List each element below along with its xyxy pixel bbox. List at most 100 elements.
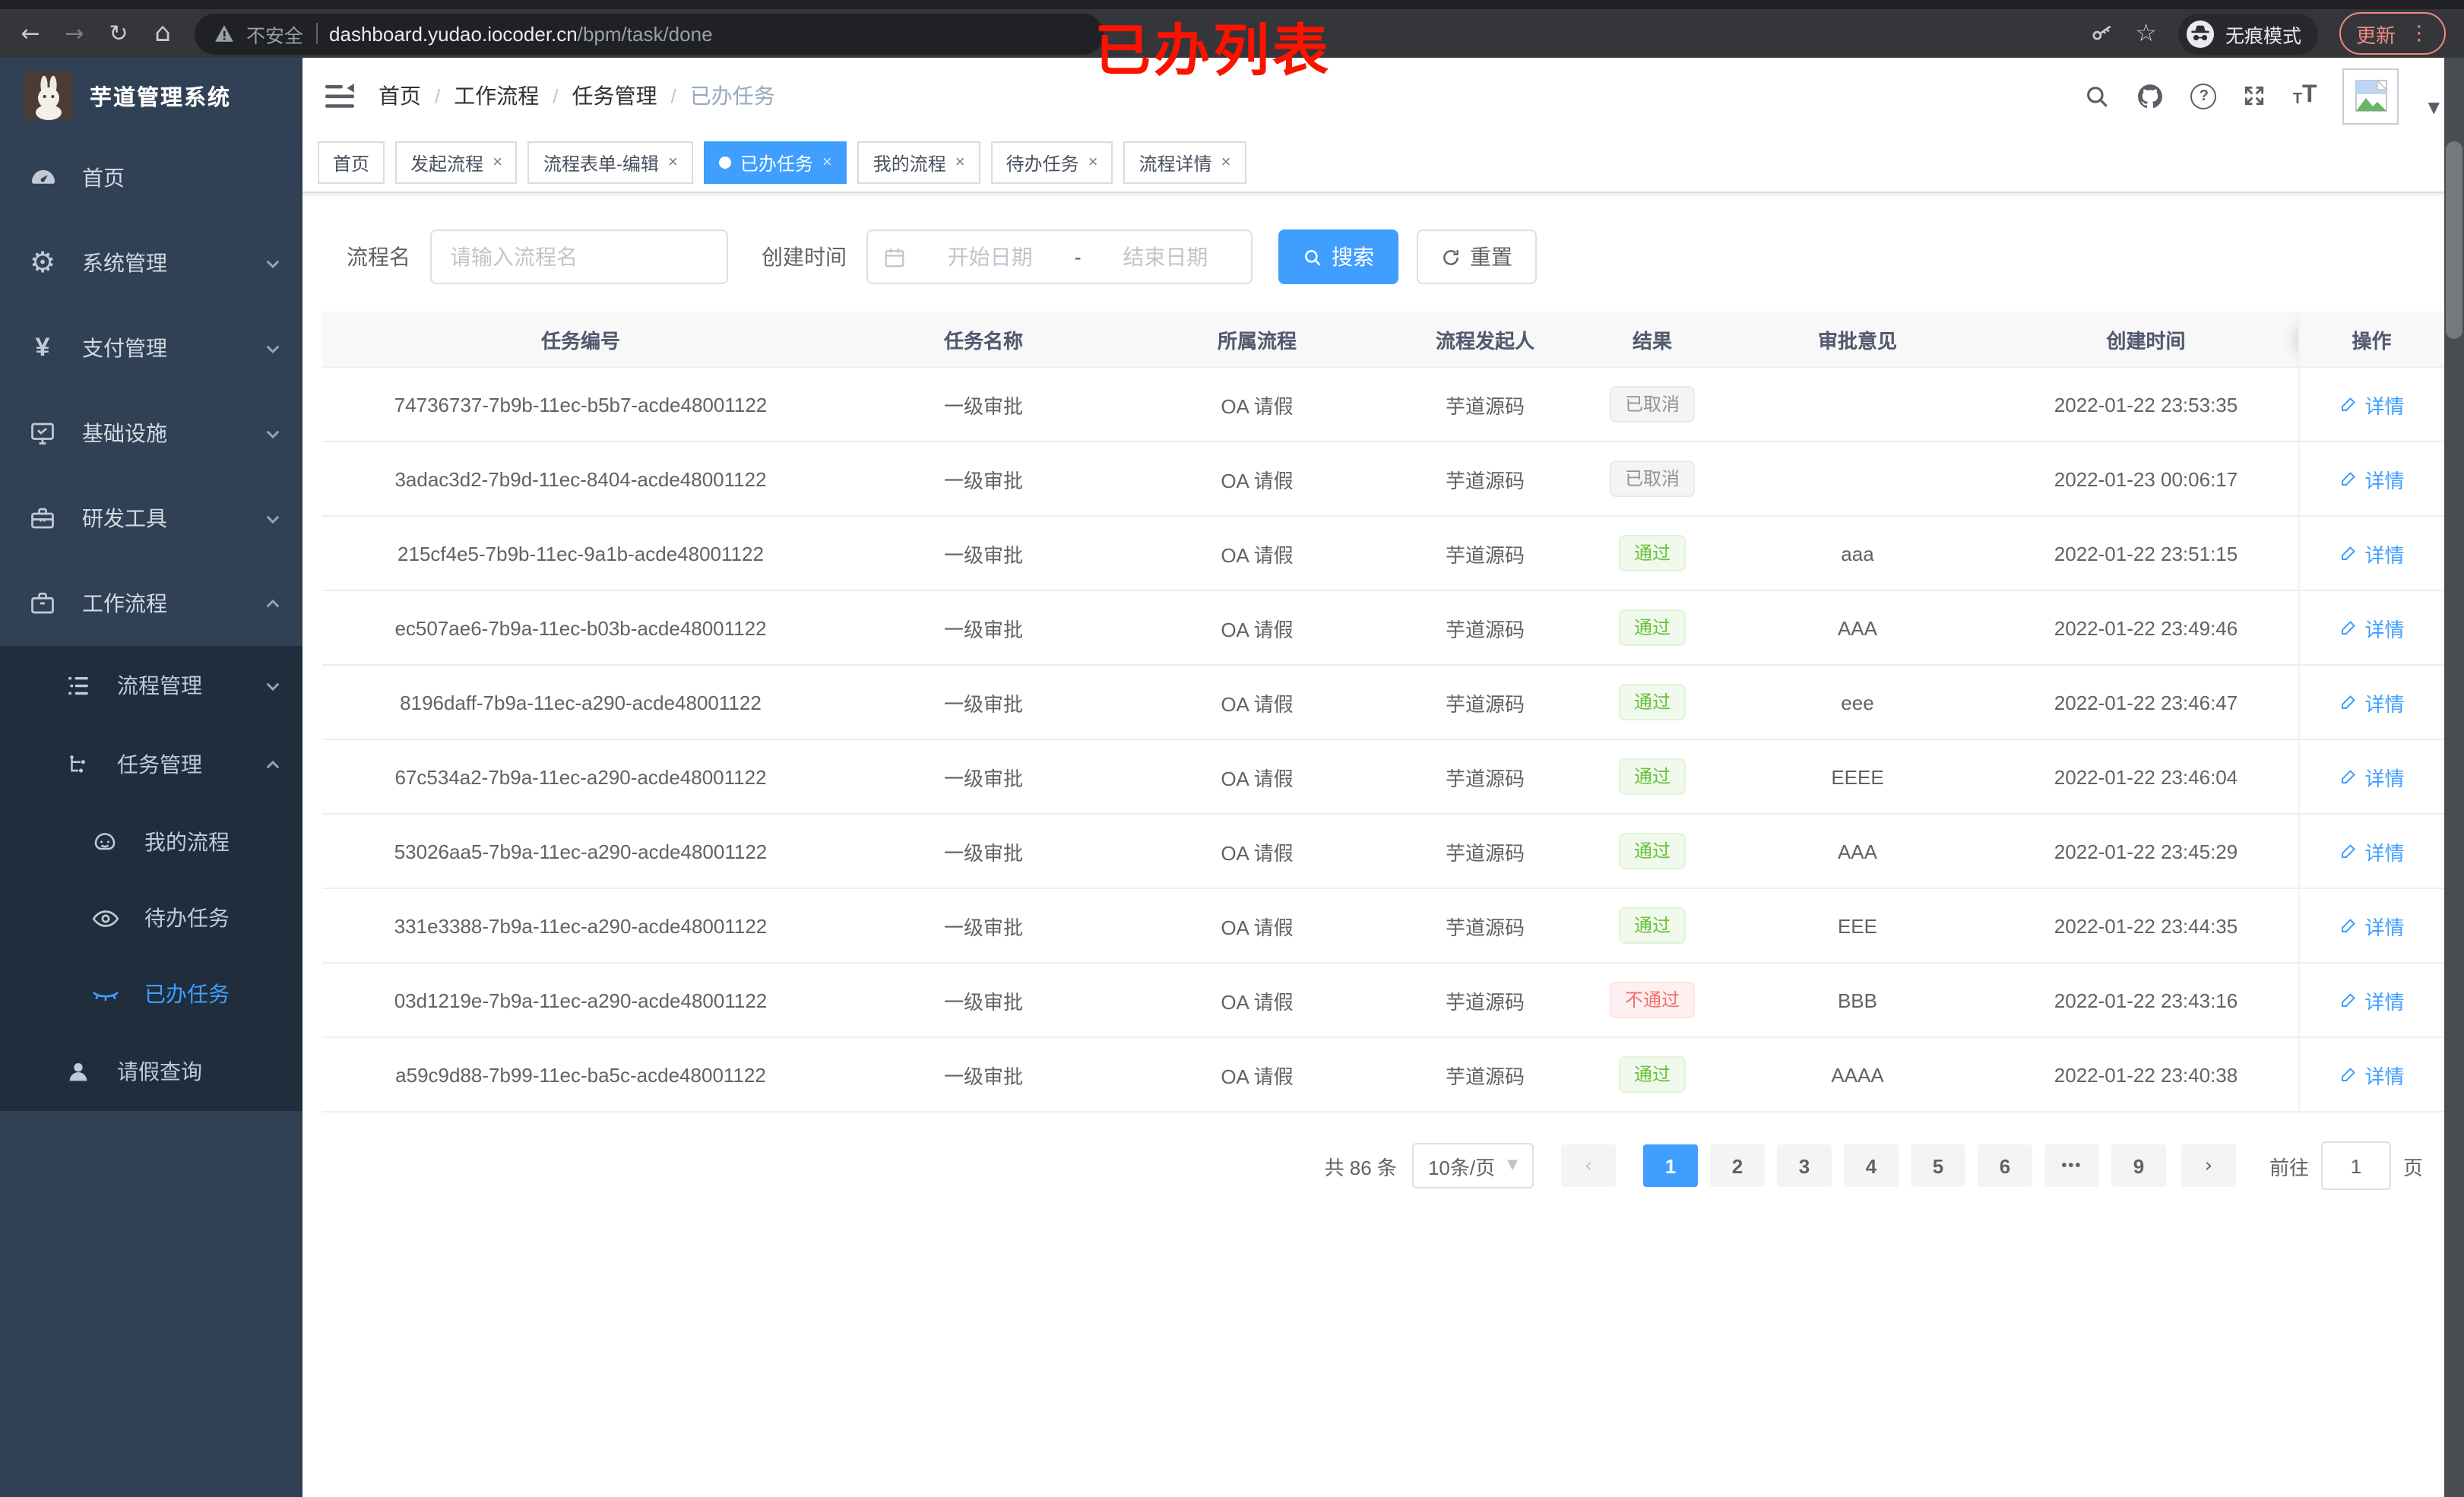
back-icon[interactable]: ← [21, 19, 40, 46]
cell-process: OA 请假 [1128, 367, 1386, 442]
detail-link[interactable]: 详情 [2339, 911, 2405, 940]
col-process: 所属流程 [1128, 312, 1386, 368]
page-button-1[interactable]: 1 [1642, 1144, 1698, 1187]
close-icon[interactable]: × [1221, 153, 1231, 172]
close-icon[interactable]: × [822, 153, 832, 172]
logo[interactable]: 芋道管理系统 [0, 58, 302, 134]
sidebar-item-pay[interactable]: ¥ 支付管理 [0, 305, 302, 391]
cell-task-id: 215cf4e5-7b9b-11ec-9a1b-acde48001122 [322, 516, 839, 591]
security-label[interactable]: 不安全 [246, 25, 304, 46]
tab[interactable]: 待办任务 × [990, 141, 1113, 184]
page-button-2[interactable]: 2 [1709, 1144, 1765, 1187]
page-ellipsis[interactable]: ••• [2044, 1144, 2099, 1187]
breadcrumb-task-mgmt[interactable]: 任务管理 [572, 84, 657, 108]
home-icon[interactable]: ⌂ [154, 17, 171, 48]
fullscreen-icon[interactable] [2243, 84, 2267, 108]
sidebar-item-workflow[interactable]: 工作流程 [0, 561, 302, 646]
scrollbar[interactable] [2444, 58, 2464, 1497]
eye-open-icon [88, 904, 122, 932]
sidebar-item-task-mgmt[interactable]: 任务管理 [0, 725, 302, 804]
cell-task-name: 一级审批 [839, 442, 1128, 517]
cell-task-name: 一级审批 [839, 665, 1128, 740]
detail-link[interactable]: 详情 [2339, 1060, 2405, 1089]
breadcrumb-workflow[interactable]: 工作流程 [454, 84, 540, 108]
bookmark-star-icon[interactable]: ☆ [2135, 18, 2157, 47]
sidebar-item-system[interactable]: ⚙ 系统管理 [0, 220, 302, 305]
caret-down-icon[interactable]: ▼ [2428, 100, 2440, 116]
sidebar-item-todo-task[interactable]: 待办任务 [0, 880, 302, 956]
address-bar[interactable]: 不安全 dashboard.yudao.iocoder.cn/bpm/task/… [195, 13, 1104, 54]
sidebar-item-home[interactable]: 首页 [0, 135, 302, 220]
page-button-6[interactable]: 6 [1977, 1144, 2032, 1187]
detail-link[interactable]: 详情 [2339, 613, 2405, 642]
cell-task-id: 03d1219e-7b9a-11ec-a290-acde48001122 [322, 963, 839, 1038]
tab[interactable]: 我的流程 × [857, 141, 980, 184]
toolbox-icon [26, 505, 59, 532]
close-icon[interactable]: × [492, 153, 502, 172]
process-name-input[interactable] [430, 229, 728, 284]
detail-link[interactable]: 详情 [2339, 464, 2405, 493]
sidebar-item-process-mgmt[interactable]: 流程管理 [0, 646, 302, 725]
close-icon[interactable]: × [667, 153, 678, 172]
reset-button[interactable]: 重置 [1417, 229, 1537, 284]
detail-link[interactable]: 详情 [2339, 390, 2405, 419]
cell-task-id: 67c534a2-7b9a-11ec-a290-acde48001122 [322, 739, 839, 815]
page-button-3[interactable]: 3 [1776, 1144, 1832, 1187]
scrollbar-thumb[interactable] [2446, 141, 2462, 339]
breadcrumb-home[interactable]: 首页 [378, 84, 421, 108]
prev-page-button[interactable]: ‹ [1560, 1144, 1616, 1187]
cell-action: 详情 [2298, 963, 2444, 1038]
result-badge: 通过 [1618, 833, 1686, 869]
github-icon[interactable] [2136, 81, 2165, 110]
table-body: 74736737-7b9b-11ec-b5b7-acde48001122 一级审… [322, 367, 2444, 1112]
page-button-5[interactable]: 5 [1910, 1144, 1965, 1187]
tab[interactable]: 流程详情 × [1123, 141, 1246, 184]
cell-created: 2022-01-22 23:45:29 [1994, 814, 2298, 889]
tab[interactable]: 发起流程 × [395, 141, 518, 184]
sidebar-item-done-task[interactable]: 已办任务 [0, 956, 302, 1032]
col-task-id: 任务编号 [322, 312, 839, 368]
done-task-table: 任务编号 任务名称 所属流程 流程发起人 结果 审批意见 创建时间 操作 747… [322, 312, 2444, 1112]
update-button[interactable]: 更新 ⋮ [2339, 12, 2446, 55]
goto-page-input[interactable] [2320, 1141, 2391, 1190]
sidebar-item-infra[interactable]: 基础设施 [0, 391, 302, 476]
help-icon[interactable]: ? [2190, 83, 2217, 109]
date-range-picker[interactable]: 开始日期 - 结束日期 [866, 229, 1253, 284]
browser-menu-icon[interactable]: ⋮ [2409, 22, 2429, 45]
tab[interactable]: 流程表单-编辑 × [527, 141, 693, 184]
breadcrumb-current: 已办任务 [689, 84, 775, 108]
url-text[interactable]: dashboard.yudao.iocoder.cn/bpm/task/done [329, 22, 713, 45]
sidebar-item-leave-query[interactable]: 请假查询 [0, 1032, 302, 1111]
detail-link[interactable]: 详情 [2339, 762, 2405, 791]
detail-link[interactable]: 详情 [2339, 688, 2405, 717]
sidebar-collapse-icon[interactable] [325, 83, 354, 109]
sidebar-item-my-process[interactable]: 我的流程 [0, 804, 302, 880]
tab[interactable]: 已办任务 × [703, 141, 847, 184]
logo-rabbit-image [24, 71, 73, 120]
close-icon[interactable]: × [1088, 153, 1098, 172]
browser-actions: ☆ 无痕模式 更新 ⋮ [2089, 12, 2446, 55]
avatar[interactable] [2342, 68, 2399, 124]
next-page-button[interactable]: › [2181, 1144, 2236, 1187]
face-icon [88, 828, 122, 856]
cell-created: 2022-01-22 23:40:38 [1994, 1037, 2298, 1112]
search-icon[interactable] [2085, 83, 2111, 109]
sidebar-item-dev[interactable]: 研发工具 [0, 476, 302, 561]
warning-icon [215, 25, 233, 42]
search-button[interactable]: 搜索 [1278, 229, 1398, 284]
key-icon[interactable] [2089, 21, 2114, 46]
detail-link[interactable]: 详情 [2339, 837, 2405, 866]
page-button-4[interactable]: 4 [1843, 1144, 1899, 1187]
page-size-select[interactable]: 10条/页 ▼ [1411, 1143, 1534, 1188]
reload-icon[interactable]: ↻ [109, 19, 128, 46]
tab[interactable]: 首页 [318, 141, 385, 184]
close-icon[interactable]: × [955, 153, 965, 172]
filter-bar: 流程名 创建时间 开始日期 - 结束日期 搜索 [347, 229, 2444, 284]
detail-link[interactable]: 详情 [2339, 986, 2405, 1014]
detail-link[interactable]: 详情 [2339, 539, 2405, 568]
page-button-9[interactable]: 9 [2111, 1144, 2166, 1187]
forward-icon[interactable]: → [65, 19, 84, 46]
